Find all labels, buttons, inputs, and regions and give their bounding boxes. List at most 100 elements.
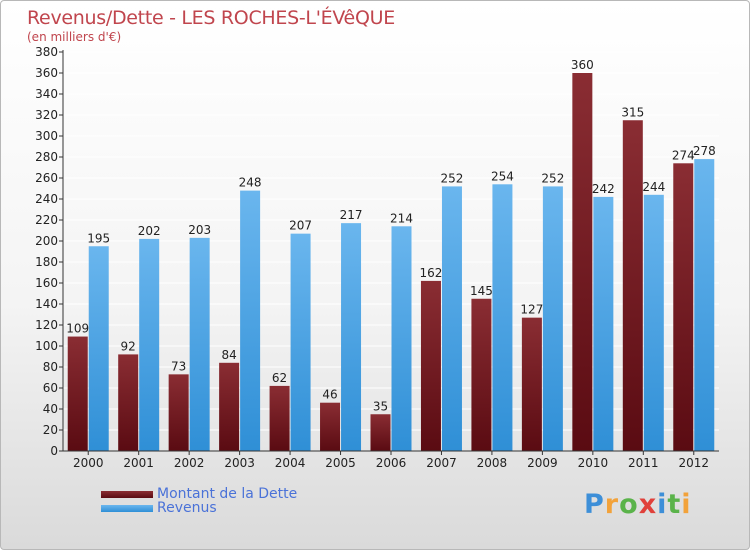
y-tick-label: 320 [35,108,58,122]
bar-revenus [290,233,311,451]
bar-revenus [694,159,715,451]
x-tick-label: 2002 [174,456,205,470]
y-tick-label: 360 [35,66,58,80]
bar-dette [420,280,441,451]
data-label-dette: 360 [571,58,594,72]
y-tick-label: 140 [35,297,58,311]
logo-letter: i [681,489,692,520]
y-tick-label: 300 [35,129,58,143]
data-label-dette: 315 [621,105,644,119]
x-tick-label: 2011 [628,456,659,470]
x-tick-label: 2003 [224,456,255,470]
bar-dette [370,414,391,451]
data-label-dette: 127 [520,303,543,317]
bar-revenus [441,186,462,451]
y-tick-label: 280 [35,150,58,164]
data-label-dette: 109 [66,322,89,336]
data-label-dette: 73 [171,359,186,373]
bar-dette [673,163,694,452]
data-label-dette: 145 [470,284,493,298]
x-tick-label: 2000 [73,456,104,470]
y-tick-label: 240 [35,192,58,206]
y-tick-label: 60 [43,381,58,395]
data-label-revenus: 195 [87,231,110,245]
bar-revenus [139,238,160,451]
data-label-revenus: 214 [390,211,413,225]
bar-dette [219,362,240,451]
x-tick-label: 2005 [325,456,356,470]
y-tick-label: 380 [35,45,58,59]
data-label-revenus: 207 [289,219,312,233]
data-label-revenus: 203 [188,223,211,237]
data-label-dette: 62 [272,371,287,385]
x-tick-label: 2012 [678,456,709,470]
data-label-dette: 84 [221,348,236,362]
bar-dette [67,336,88,451]
data-label-revenus: 217 [340,208,363,222]
bar-dette [622,120,643,451]
data-label-dette: 46 [322,388,337,402]
legend-label-dette: Montant de la Dette [157,486,298,502]
data-label-dette: 162 [420,266,443,280]
logo-letter: x [638,489,658,520]
data-label-revenus: 252 [541,171,564,185]
chart-subtitle: (en milliers d'€) [27,30,122,44]
bar-dette [118,354,139,451]
data-label-revenus: 254 [491,169,514,183]
data-label-dette: 35 [373,399,388,413]
bar-revenus [189,237,210,451]
bar-revenus [88,246,109,451]
y-tick-label: 160 [35,276,58,290]
x-tick-label: 2004 [275,456,306,470]
x-tick-label: 2010 [578,456,609,470]
y-tick-label: 20 [43,423,58,437]
data-label-revenus: 248 [239,176,262,190]
y-tick-label: 200 [35,234,58,248]
proxiti-logo: Proxiti [584,489,692,520]
bar-dette [471,298,492,451]
legend-label-revenus: Revenus [157,500,217,516]
data-label-revenus: 252 [441,171,464,185]
legend-swatch-dette [101,491,153,498]
logo-letter: i [657,489,668,520]
data-label-revenus: 244 [642,180,665,194]
x-tick-label: 2009 [527,456,558,470]
x-tick-label: 2008 [477,456,508,470]
y-tick-label: 220 [35,213,58,227]
bar-dette [269,385,290,451]
legend-swatch-revenus [101,505,153,512]
bar-revenus [542,186,563,451]
bar-revenus [643,194,664,452]
logo-letter: t [667,489,682,520]
bar-revenus [492,184,513,452]
y-tick-label: 340 [35,87,58,101]
bar-dette [572,73,593,451]
y-tick-label: 120 [35,318,58,332]
x-tick-label: 2007 [426,456,457,470]
bar-revenus [593,196,614,451]
data-label-dette: 274 [672,148,695,162]
bar-revenus [391,226,412,451]
chart-title: Revenus/Dette - LES ROCHES-L'ÉVêQUE [27,7,395,29]
y-tick-label: 40 [43,402,58,416]
bar-revenus [341,223,362,451]
logo-letter: r [604,489,620,520]
y-tick-label: 0 [50,444,58,458]
y-tick-label: 260 [35,171,58,185]
x-tick-label: 2001 [123,456,154,470]
data-label-revenus: 278 [693,144,716,158]
data-label-revenus: 202 [138,224,161,238]
bar-dette [168,374,189,451]
y-tick-label: 180 [35,255,58,269]
data-label-revenus: 242 [592,182,615,196]
logo-letter: P [584,489,605,520]
logo-letter: o [619,489,639,520]
bar-dette [521,317,542,451]
y-tick-label: 100 [35,339,58,353]
y-tick-label: 80 [43,360,58,374]
data-label-dette: 92 [121,339,136,353]
bar-revenus [240,190,261,451]
x-tick-label: 2006 [376,456,407,470]
